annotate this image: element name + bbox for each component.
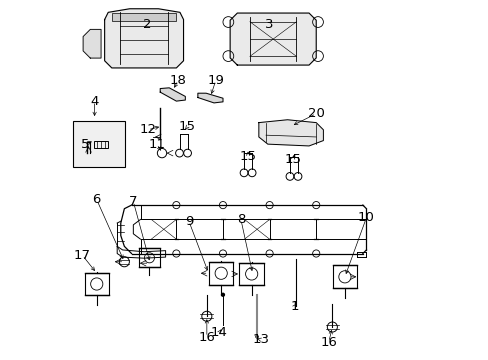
Text: 20: 20 <box>307 107 324 120</box>
Circle shape <box>255 335 258 338</box>
Polygon shape <box>160 88 185 101</box>
Polygon shape <box>83 30 101 58</box>
Bar <box>332 265 356 288</box>
Text: 8: 8 <box>236 213 244 226</box>
Text: 10: 10 <box>357 211 374 224</box>
Bar <box>208 262 233 285</box>
Text: 16: 16 <box>198 330 215 343</box>
Text: 15: 15 <box>178 121 195 134</box>
Polygon shape <box>258 120 323 146</box>
Text: 4: 4 <box>90 95 99 108</box>
Text: 2: 2 <box>143 18 152 31</box>
Bar <box>139 248 159 267</box>
Text: 7: 7 <box>129 195 137 208</box>
Text: 17: 17 <box>74 249 91 262</box>
Polygon shape <box>104 9 183 68</box>
Text: 9: 9 <box>184 215 193 228</box>
Text: 5: 5 <box>81 138 89 150</box>
Text: 3: 3 <box>265 18 273 31</box>
Text: 15: 15 <box>239 150 256 163</box>
Bar <box>84 273 109 296</box>
Text: 6: 6 <box>92 193 101 206</box>
Text: 16: 16 <box>320 336 337 348</box>
Text: 11: 11 <box>148 138 165 150</box>
Polygon shape <box>198 93 223 103</box>
Text: 12: 12 <box>139 123 156 136</box>
Text: 14: 14 <box>210 326 227 339</box>
Text: 1: 1 <box>290 300 298 313</box>
Polygon shape <box>230 13 316 65</box>
Text: 18: 18 <box>169 74 186 87</box>
Bar <box>112 13 176 21</box>
Bar <box>73 121 125 167</box>
Circle shape <box>221 293 224 297</box>
Bar <box>94 141 108 148</box>
Text: 15: 15 <box>284 153 301 166</box>
Text: 19: 19 <box>207 74 224 87</box>
Text: 13: 13 <box>252 333 268 346</box>
Bar <box>239 262 264 285</box>
